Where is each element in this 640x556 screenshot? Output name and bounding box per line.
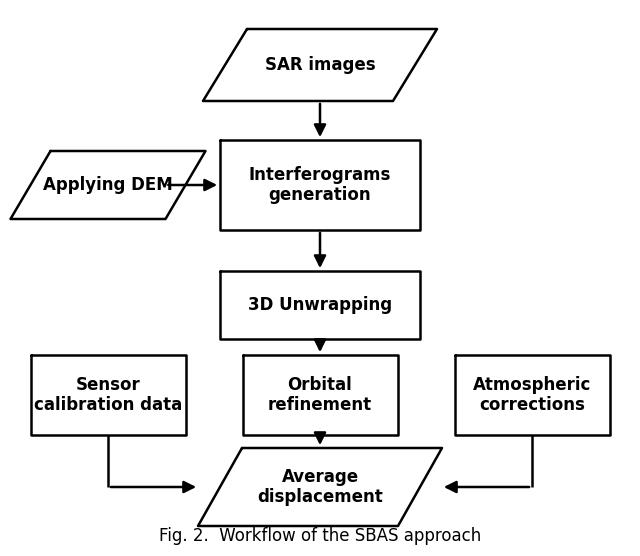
- Text: Sensor
calibration data: Sensor calibration data: [34, 376, 182, 414]
- Text: 3D Unwrapping: 3D Unwrapping: [248, 296, 392, 314]
- Text: Orbital
refinement: Orbital refinement: [268, 376, 372, 414]
- Text: Atmospheric
corrections: Atmospheric corrections: [473, 376, 591, 414]
- Text: Applying DEM: Applying DEM: [43, 176, 173, 194]
- Text: SAR images: SAR images: [265, 56, 375, 74]
- Text: Interferograms
generation: Interferograms generation: [249, 166, 391, 205]
- Text: Fig. 2.  Workflow of the SBAS approach: Fig. 2. Workflow of the SBAS approach: [159, 527, 481, 545]
- Text: Average
displacement: Average displacement: [257, 468, 383, 507]
